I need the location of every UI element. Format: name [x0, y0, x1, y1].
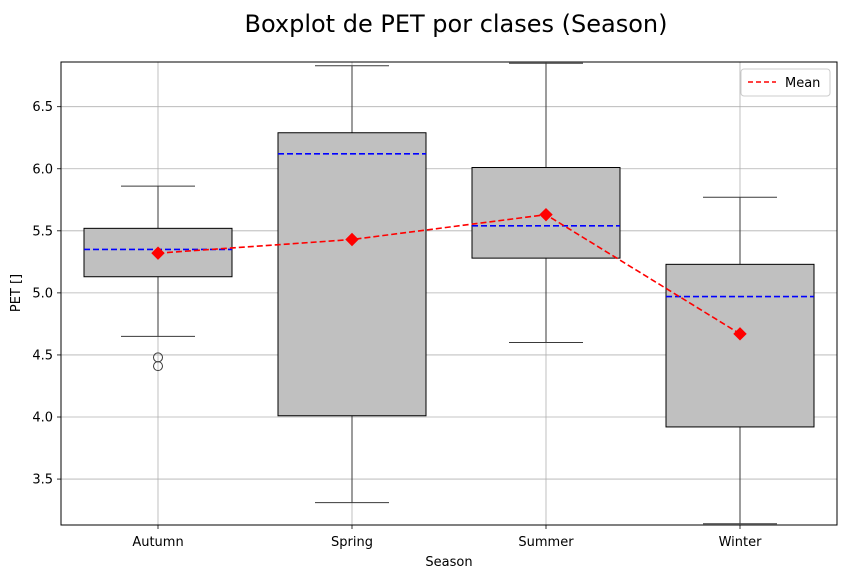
x-axis-label: Season — [425, 555, 472, 570]
y-tick-label: 5.5 — [32, 224, 53, 239]
mean-layer — [151, 207, 747, 341]
legend-mean-label: Mean — [785, 76, 820, 91]
y-tick-label: 6.5 — [32, 100, 53, 115]
outlier-point — [153, 361, 163, 372]
mean-line — [157, 213, 741, 335]
x-tick-label: Autumn — [132, 535, 183, 550]
iqr-box — [665, 263, 815, 428]
x-tick-label: Winter — [719, 535, 763, 550]
iqr-box — [277, 132, 427, 417]
box-summer — [471, 62, 621, 344]
y-tick-label: 4.5 — [32, 348, 53, 363]
mean-marker — [345, 232, 359, 247]
mean-marker — [151, 246, 165, 260]
x-tick-label: Spring — [331, 535, 373, 550]
grid-layer — [61, 62, 837, 525]
axis-layer: 3.5 4.0 4.5 5.0 5.5 6.0 6.5 Autumn Spring Summer W… — [32, 100, 762, 550]
y-axis-label: PET [] — [9, 274, 24, 312]
chart-title: Boxplot de PET por clases (Season) — [244, 10, 667, 38]
mean-marker — [733, 327, 747, 341]
y-tick-label: 3.5 — [32, 473, 53, 488]
x-tick-label: Summer — [518, 535, 574, 550]
y-tick-label: 6.0 — [32, 162, 53, 177]
box-winter — [665, 196, 815, 525]
plot-frame — [60, 61, 838, 526]
y-tick-label: 4.0 — [32, 411, 53, 426]
box-spring — [277, 65, 427, 504]
mean-marker — [539, 207, 553, 222]
legend-frame — [740, 68, 831, 97]
legend: Mean — [740, 68, 831, 97]
box-layer — [83, 62, 815, 525]
y-tick-label: 5.0 — [32, 286, 53, 301]
